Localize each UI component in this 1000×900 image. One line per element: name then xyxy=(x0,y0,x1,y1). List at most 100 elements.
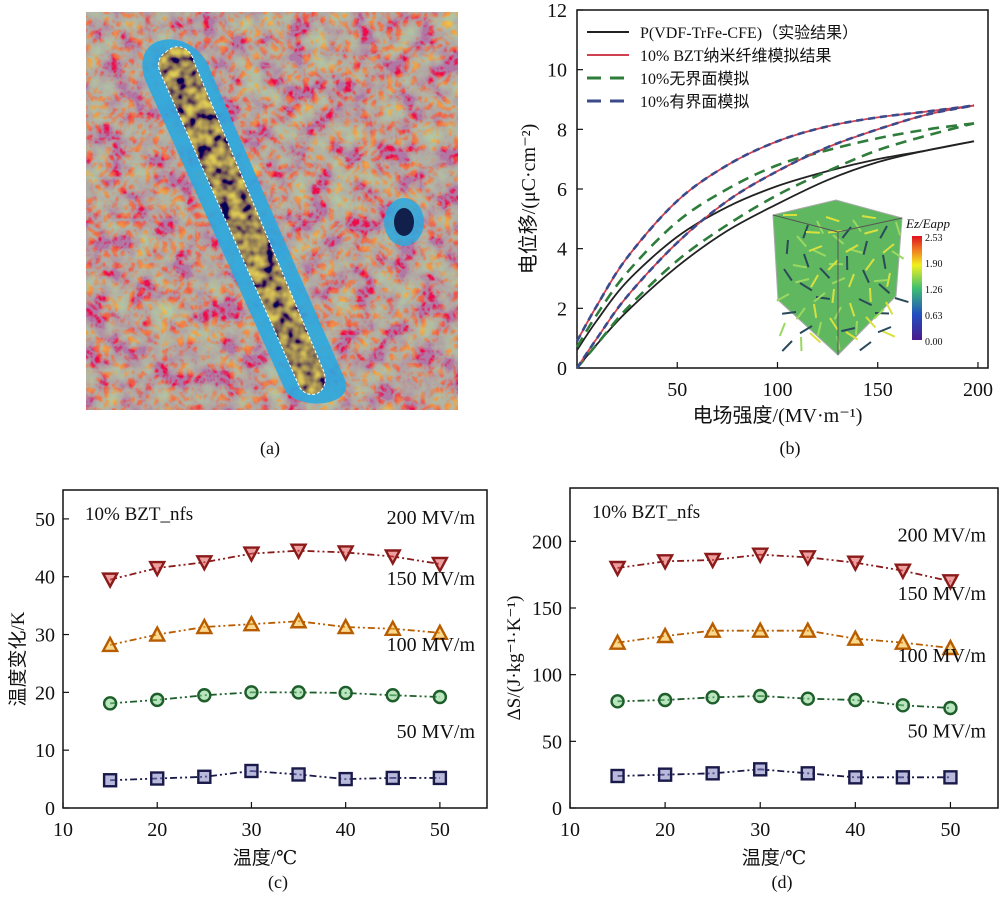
nanofiber xyxy=(873,308,885,320)
panel-a xyxy=(86,12,458,410)
data-point-square xyxy=(244,763,259,779)
nanofiber xyxy=(813,292,826,303)
y-tick-label: 0 xyxy=(552,798,562,820)
x-tick-label: 30 xyxy=(750,819,770,841)
y-axis-label: 温度变化/K xyxy=(7,611,29,706)
series-label: 150 MV/m xyxy=(387,568,476,590)
y-tick-label: 6 xyxy=(557,179,567,201)
series-label: 100 MV/m xyxy=(387,634,476,656)
series-label: 100 MV/m xyxy=(898,645,987,667)
caption-d: (d) xyxy=(771,872,793,892)
data-point-square xyxy=(753,762,768,777)
colorbar-tick-label: 0.00 xyxy=(925,337,943,348)
colorbar-title: Ez/Eapp xyxy=(905,216,951,231)
y-tick-label: 40 xyxy=(35,567,55,589)
series-label: 200 MV/m xyxy=(898,524,987,546)
nanofiber xyxy=(803,253,810,268)
nanofiber xyxy=(810,274,819,288)
data-point-circle xyxy=(244,685,259,700)
nanofiber xyxy=(879,225,888,239)
panel-d-chart: 0 50 100 150 200 10 20 30 40 50 温度/℃ ΔS/(J·kg⁻¹·K⁻¹… xyxy=(504,487,999,869)
caption-b: (b) xyxy=(779,438,801,458)
series-label: 200 MV/m xyxy=(387,507,476,529)
colorbar-tick-label: 2.53 xyxy=(925,233,943,244)
nanofiber xyxy=(881,330,896,338)
data-point-triangle-down xyxy=(846,555,865,573)
data-point-circle xyxy=(943,700,958,716)
nanofiber xyxy=(792,264,807,269)
series-label: 150 MV/m xyxy=(898,583,987,605)
data-point-triangle-up xyxy=(751,621,770,638)
y-tick-label: 0 xyxy=(557,358,567,380)
nanofiber xyxy=(829,317,839,331)
data-point-triangle-down xyxy=(430,556,449,574)
data-point-square xyxy=(102,773,118,788)
nanofiber xyxy=(882,243,895,254)
y-axis-label: ΔS/(J·kg⁻¹·K⁻¹) xyxy=(504,596,525,721)
data-point-triangle-up xyxy=(430,623,449,641)
nanofiber xyxy=(831,277,846,285)
data-point-triangle-down xyxy=(798,550,817,567)
series-line xyxy=(617,553,951,583)
colorbar-tick-label: 1.26 xyxy=(925,285,943,296)
x-tick-label: 50 xyxy=(430,819,450,841)
data-point-triangle-up xyxy=(941,638,960,656)
data-point-triangle-up xyxy=(656,626,675,644)
data-point-triangle-up xyxy=(383,619,402,636)
data-point-circle xyxy=(753,688,768,704)
data-point-circle xyxy=(197,688,212,703)
data-point-square xyxy=(800,766,815,781)
data-point-triangle-up xyxy=(893,633,912,650)
y-tick-label: 150 xyxy=(532,598,562,620)
nanofiber xyxy=(778,322,786,337)
annotation: 10% BZT_nfs xyxy=(592,502,700,523)
nanofiber xyxy=(795,307,806,320)
nanofiber xyxy=(862,269,870,284)
nanofiber xyxy=(864,258,875,271)
nanofiber xyxy=(812,249,827,257)
nanofiber xyxy=(808,245,823,252)
data-point-triangle-down xyxy=(242,546,261,564)
nanofiber xyxy=(861,215,876,220)
data-point-triangle-up xyxy=(798,621,817,638)
micrograph-image xyxy=(86,12,458,410)
nanofiber xyxy=(845,331,859,341)
nanofiber xyxy=(809,332,822,344)
y-tick-label: 200 xyxy=(532,531,562,553)
data-point-square xyxy=(943,770,958,785)
data-point-triangle-up xyxy=(703,621,722,638)
fiber-outline xyxy=(157,46,326,395)
data-point-circle xyxy=(102,696,118,711)
colorbar-tick-label: 0.63 xyxy=(925,311,943,322)
nanofiber xyxy=(802,224,809,239)
data-point-circle xyxy=(610,694,625,709)
nanofiber xyxy=(877,326,892,334)
plot-frame xyxy=(62,489,488,809)
data-point-square xyxy=(657,767,673,782)
data-point-triangle-down xyxy=(195,555,214,572)
data-point-triangle-up xyxy=(846,629,865,646)
data-point-circle xyxy=(895,698,911,713)
data-point-triangle-up xyxy=(608,633,627,650)
nanofiber xyxy=(858,298,873,307)
nanofiber xyxy=(885,301,894,315)
y-tick-label: 12 xyxy=(547,0,567,22)
x-tick-label: 50 xyxy=(667,379,687,401)
data-point-triangle-up xyxy=(101,635,120,653)
nanofiber xyxy=(855,320,858,336)
data-point-triangle-down xyxy=(148,560,167,578)
legend-label: 10%无界面模拟 xyxy=(640,70,749,88)
data-point-triangle-down xyxy=(941,574,960,591)
data-point-triangle-down xyxy=(703,552,722,570)
data-point-square xyxy=(291,767,306,782)
nanofiber xyxy=(813,303,818,318)
data-point-square xyxy=(197,769,212,784)
colorbar-tick-label: 1.90 xyxy=(925,259,943,270)
nanofiber xyxy=(845,244,859,253)
data-point-circle xyxy=(432,689,448,705)
series-line-2-upper xyxy=(575,122,975,348)
legend-label: 10%有界面模拟 xyxy=(640,93,749,111)
y-tick-label: 20 xyxy=(35,682,55,704)
series-line xyxy=(617,695,951,709)
